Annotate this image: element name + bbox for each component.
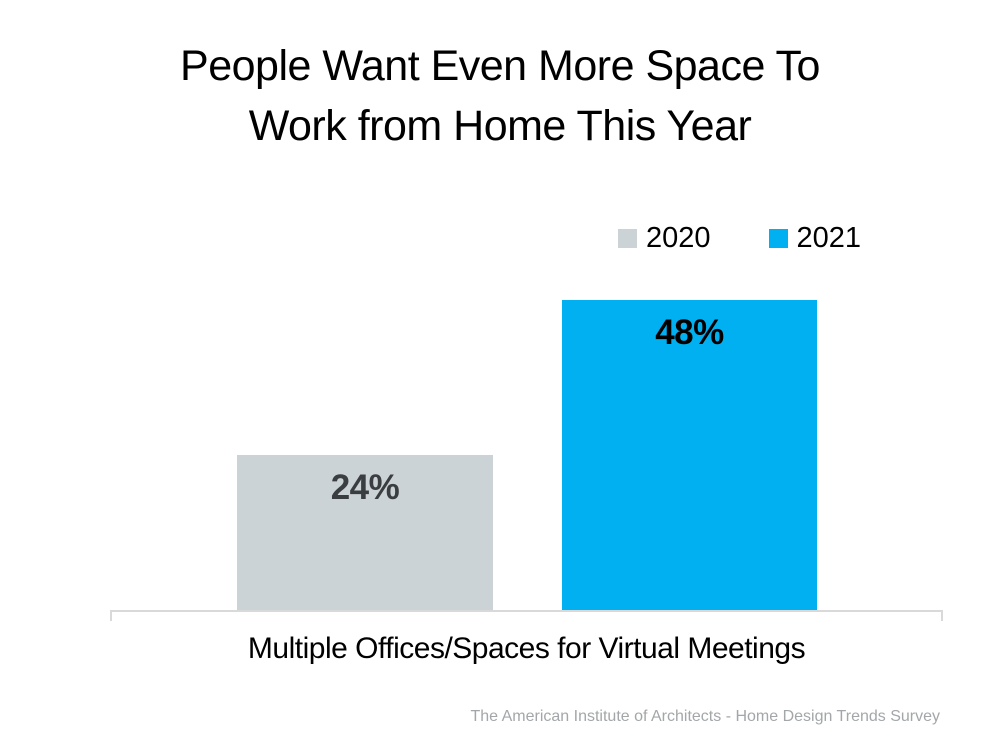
chart-title-line-2: Work from Home This Year (248, 102, 752, 150)
bar-2020: 24% (237, 455, 493, 610)
category-label: Multiple Offices/Spaces for Virtual Meet… (247, 632, 806, 665)
legend-label-2020: 2020 (646, 222, 711, 254)
legend-swatch-2021-icon (768, 229, 788, 248)
source-note: The American Institute of Architects - H… (470, 708, 940, 725)
x-axis-tick-right (941, 610, 943, 621)
bar-2021-value-label: 48% (655, 313, 724, 352)
bar-2021: 48% (562, 300, 817, 610)
legend-label-2021: 2021 (796, 222, 862, 254)
legend-swatch-2020-icon (618, 229, 637, 248)
legend-item-2021: 2021 (768, 222, 862, 254)
legend-item-2020: 2020 (618, 224, 711, 253)
legend: 2020 2021 (618, 224, 861, 253)
x-axis-line (110, 610, 943, 612)
x-axis-tick-left (110, 610, 112, 621)
chart-title: People Want Even More Space To Work from… (0, 36, 1000, 156)
chart-title-line-1: People Want Even More Space To (180, 42, 820, 90)
bar-2020-value-label: 24% (330, 468, 400, 507)
